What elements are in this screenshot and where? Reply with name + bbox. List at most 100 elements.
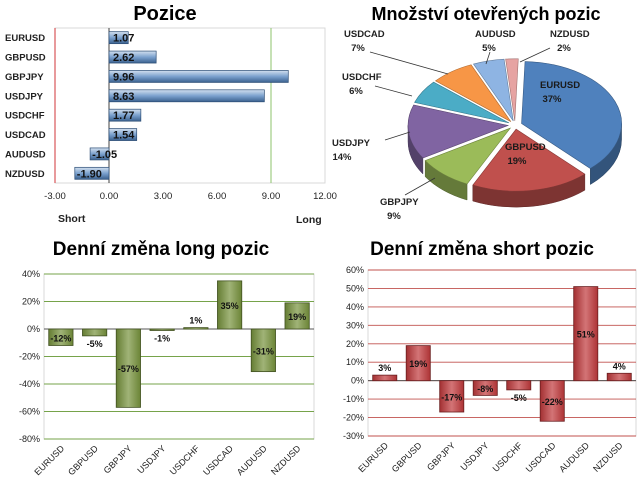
c1-bar (89, 147, 110, 161)
c1-bar (74, 166, 110, 180)
pie-label: USDCAD (344, 29, 385, 40)
c1-value-label: 1.54 (113, 130, 135, 142)
c3-bar (115, 328, 141, 408)
c3-value-label: 19% (288, 312, 306, 322)
c1-bar (108, 128, 138, 141)
pie-value-label: 9% (387, 211, 401, 222)
pie-leader-line (519, 47, 551, 63)
c3-y-tick: 20% (22, 297, 40, 307)
c3-value-label: -5% (87, 339, 103, 349)
c4-bar (573, 286, 599, 382)
c3-value-label: -12% (50, 333, 71, 343)
pie-slice (472, 58, 514, 122)
c1-category-label: GBPUSD (5, 53, 46, 64)
pie-slice (414, 81, 510, 124)
c4-bar (405, 345, 431, 382)
c4-bar (506, 380, 532, 391)
c1-value-label: 8.63 (113, 91, 134, 103)
pie-label: AUDUSD (475, 29, 516, 40)
long-chart: 40% 20% 0% -20% -40% -60% -80% -12% EURUSD -5% GBP… (19, 269, 315, 477)
pozice-title: Pozice (133, 3, 197, 25)
pie-label: GBPUSD (505, 142, 546, 153)
c3-category-label: GBPUSD (66, 443, 100, 477)
long-panel: Denní změna long pozic 40% 20% 0% -20% -40% -… (0, 234, 322, 494)
pie-label: USDCHF (342, 72, 382, 83)
c1-category-label: USDJPY (5, 91, 44, 102)
c3-value-label: -1% (154, 333, 170, 343)
c3-bar (284, 302, 310, 330)
c1-bar (108, 50, 157, 64)
c4-value-label: 51% (577, 330, 595, 340)
c1-value-label: -1.05 (92, 149, 117, 161)
c4-y-tick: 20% (346, 339, 364, 349)
c4-bar (472, 380, 498, 396)
pie-leader-line (369, 51, 449, 75)
c4-y-tick: -10% (343, 394, 364, 404)
c4-value-label: -5% (511, 393, 527, 403)
c4-bar (372, 374, 398, 382)
pie-panel: Množství otevřených pozic EURUSD 37% GBPUS… (330, 0, 642, 230)
pie-label: NZDUSD (550, 29, 590, 40)
c4-y-tick: -20% (343, 413, 364, 423)
c3-bar (149, 328, 175, 331)
pozice-chart: EURUSD 1.07 GBPUSD 2.62 GBPJPY 9.96 USDJPY 8.63… (5, 27, 337, 226)
c4-y-tick: 60% (346, 265, 364, 275)
pie-slice (521, 61, 622, 169)
pozice-panel: Pozice EURUSD 1.07 GBPUSD 2.62 GBPJPY 9.96 USD… (0, 0, 337, 230)
pie-label: GBPJPY (380, 197, 419, 208)
c1-xlabel-right: Long (296, 214, 322, 226)
c3-y-tick: -20% (19, 352, 40, 362)
c1-category-label: GBPJPY (5, 72, 44, 83)
short-panel: Denní změna short pozic 60% 50% 40% 30% 20% 1… (322, 234, 642, 494)
c1-value-label: -1.90 (77, 168, 102, 180)
pie-value-label: 7% (351, 43, 365, 54)
pie-value-label: 37% (542, 94, 562, 105)
c4-category-label: GBPUSD (390, 440, 424, 474)
c4-value-label: -22% (542, 397, 563, 407)
c4-y-tick: 50% (346, 283, 364, 293)
c1-value-label: 1.77 (113, 110, 134, 122)
c1-x-tick: 3.00 (154, 191, 173, 202)
c4-category-label: GBPJPY (425, 440, 457, 472)
c4-bar (539, 380, 565, 422)
c1-bar (108, 108, 142, 122)
c4-value-label: -17% (441, 392, 462, 402)
c4-category-label: NZDUSD (591, 440, 625, 474)
c3-value-label: -31% (253, 346, 274, 356)
c4-category-label: AUDUSD (557, 440, 591, 474)
c4-category-label: USDCAD (524, 440, 558, 474)
c1-bar (108, 70, 289, 83)
short-chart: 60% 50% 40% 30% 20% 10% 0% -10% -20% -30% 3% EURUSD… (343, 265, 637, 474)
c4-category-label: USDJPY (458, 440, 490, 472)
c1-xlabel-left: Short (58, 213, 86, 225)
c3-y-tick: 40% (22, 269, 40, 279)
pie-leader-line (374, 85, 413, 97)
c1-value-label: 9.96 (113, 71, 134, 83)
pie-leader-line (485, 51, 491, 65)
c4-y-tick: 10% (346, 357, 364, 367)
c1-category-label: EURUSD (5, 33, 45, 44)
c1-x-tick: 6.00 (208, 191, 227, 202)
c3-y-tick: 0% (27, 324, 40, 334)
pie-slice (505, 58, 519, 121)
c4-bar (606, 372, 632, 382)
pie-leader-line (404, 177, 436, 196)
pie-value-label: 14% (332, 152, 352, 163)
c4-value-label: 19% (409, 359, 427, 369)
c4-y-tick: 0% (351, 376, 364, 386)
pie-title: Množství otevřených pozic (371, 4, 601, 24)
pie-slice (434, 64, 512, 122)
c3-category-label: USDCHF (168, 443, 202, 477)
c1-bar (108, 31, 129, 45)
c4-category-label: USDCHF (491, 440, 525, 474)
c1-x-tick: 0.00 (100, 191, 119, 202)
c3-category-label: GBPJPY (102, 443, 134, 475)
pie-label: EURUSD (540, 80, 580, 91)
c4-y-tick: 30% (346, 320, 364, 330)
short-title: Denní změna short pozic (370, 239, 594, 260)
pie-slice (424, 127, 512, 185)
c3-y-tick: -80% (19, 434, 40, 444)
c4-y-tick: 40% (346, 302, 364, 312)
c1-category-label: AUDUSD (5, 149, 46, 160)
c3-bar (250, 328, 276, 373)
